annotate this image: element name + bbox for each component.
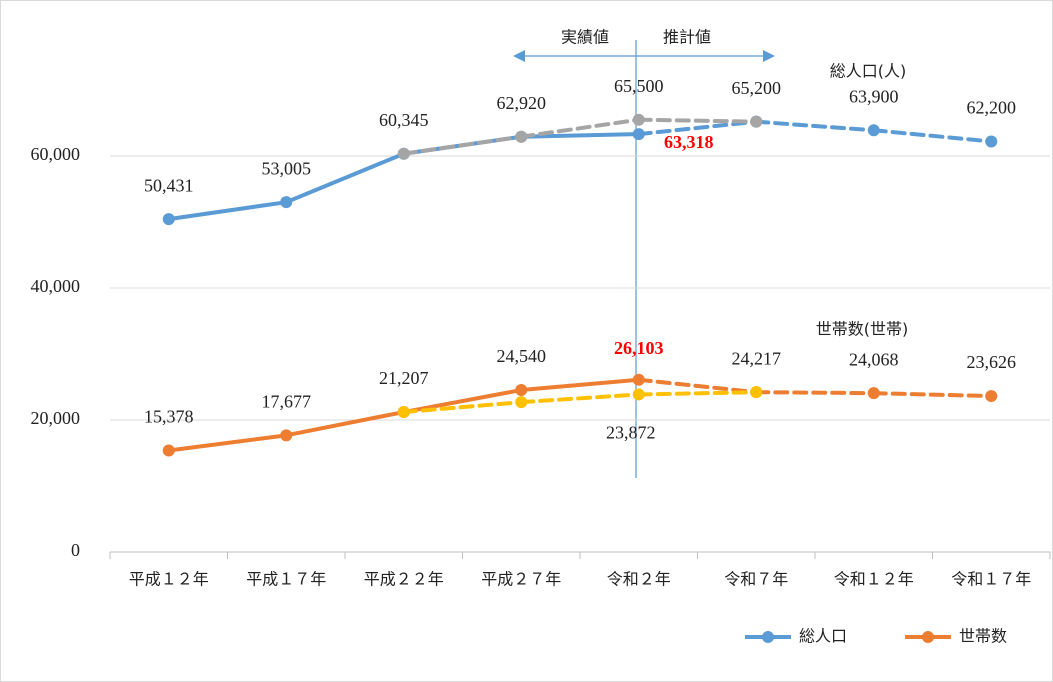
annotation: 推計値 — [663, 28, 711, 47]
legend-label: 世帯数 — [959, 627, 1007, 646]
value-label: 62,920 — [497, 93, 547, 113]
line-segment — [166, 433, 289, 453]
line-segment — [636, 117, 759, 124]
value-label: 24,068 — [849, 349, 899, 369]
line-segment — [519, 132, 641, 139]
value-label: 65,200 — [732, 78, 782, 98]
y-tick-label: 0 — [71, 540, 80, 560]
line-segment — [519, 117, 641, 139]
value-label: 23,872 — [606, 423, 656, 443]
x-tick-label: 平成２２年 — [364, 570, 444, 589]
marker — [162, 444, 175, 457]
value-label: 24,217 — [732, 348, 782, 368]
marker — [280, 196, 293, 209]
marker — [632, 128, 645, 141]
line-segment — [636, 390, 759, 397]
x-tick-label: 令和２年 — [607, 570, 671, 589]
line-segment — [519, 377, 641, 393]
x-tick-label: 平成２７年 — [481, 570, 561, 589]
x-tick-label: 平成１２年 — [129, 570, 209, 589]
marker — [280, 429, 293, 442]
marker — [397, 147, 410, 160]
line-segment — [636, 119, 759, 137]
value-label: 24,540 — [497, 346, 547, 366]
y-tick-label: 60,000 — [31, 144, 81, 164]
value-label: 60,345 — [379, 110, 429, 130]
legend-label: 総人口 — [799, 627, 847, 646]
marker — [515, 130, 528, 143]
value-label: 50,431 — [144, 175, 194, 195]
y-tick-label: 20,000 — [31, 408, 81, 428]
line-segment — [754, 390, 876, 396]
marker — [985, 135, 998, 148]
annotation: 総人口(人) — [830, 62, 907, 81]
y-tick-label: 40,000 — [31, 276, 81, 296]
legend-marker — [762, 631, 774, 643]
marker — [162, 213, 175, 226]
value-label: 63,318 — [664, 132, 714, 152]
value-label: 23,626 — [967, 352, 1017, 372]
x-tick-label: 令和７年 — [724, 570, 788, 589]
line-segment — [636, 377, 759, 395]
value-label: 21,207 — [379, 368, 429, 388]
marker — [397, 406, 410, 419]
marker — [632, 388, 645, 401]
marker — [750, 386, 763, 399]
line-segment — [871, 128, 994, 144]
value-label: 15,378 — [144, 407, 194, 427]
marker — [632, 373, 645, 386]
value-label: 53,005 — [262, 158, 312, 178]
marker — [985, 390, 998, 403]
line-segment — [519, 392, 641, 405]
x-tick-label: 令和１７年 — [951, 570, 1031, 589]
marker — [750, 115, 763, 128]
value-label: 65,500 — [614, 76, 664, 96]
marker — [515, 396, 528, 409]
line-segment — [166, 200, 289, 222]
line-segment — [754, 119, 876, 133]
annotation: 実績値 — [561, 28, 609, 47]
value-label: 17,677 — [262, 391, 312, 411]
marker — [515, 384, 528, 397]
marker — [867, 124, 880, 137]
line-segment — [871, 391, 994, 399]
x-tick-label: 令和１２年 — [834, 570, 914, 589]
value-label: 62,200 — [967, 98, 1017, 118]
marker — [632, 113, 645, 126]
value-label: 63,900 — [849, 86, 899, 106]
legend-marker — [922, 631, 934, 643]
annotation: 世帯数(世帯) — [816, 320, 909, 339]
marker — [867, 387, 880, 400]
line-segment — [284, 410, 406, 438]
x-tick-label: 平成１７年 — [246, 570, 326, 589]
line-segment — [401, 134, 524, 156]
value-label: 26,103 — [614, 338, 664, 358]
line-segment — [401, 388, 524, 415]
line-segment — [284, 151, 406, 205]
line-segment — [401, 400, 524, 415]
